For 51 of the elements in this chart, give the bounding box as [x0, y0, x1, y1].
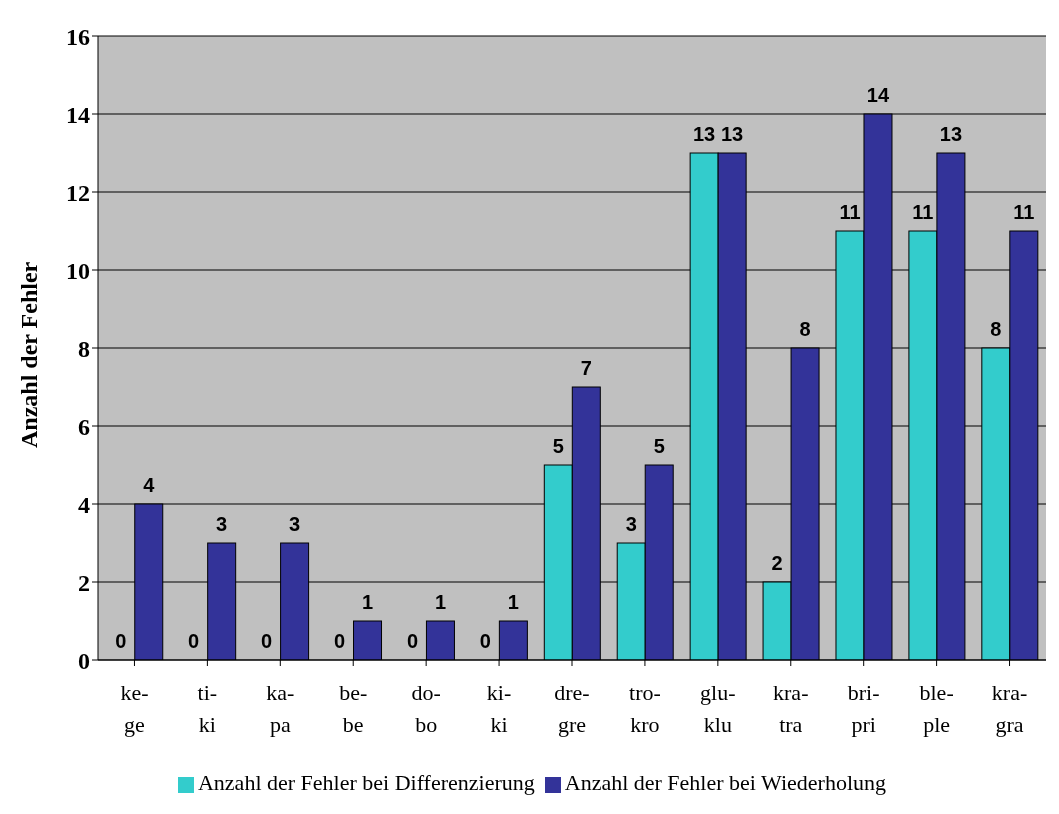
y-tick-label: 4	[78, 491, 90, 518]
x-tick-label: kra- tra	[773, 680, 809, 737]
data-label: 0	[406, 630, 419, 652]
data-label: 3	[625, 513, 637, 535]
x-tick-label: ble- ple	[919, 680, 954, 737]
x-tick-label: ka- pa	[266, 680, 295, 737]
data-label: 11	[1013, 201, 1035, 223]
data-label: 0	[115, 630, 127, 652]
data-label: 8	[990, 318, 1002, 340]
x-tick-label: do- bo	[411, 680, 441, 737]
data-label: 14	[866, 84, 890, 106]
x-tick-label: kra- gra	[991, 680, 1028, 737]
y-tick-label: 2	[78, 569, 90, 596]
legend-label: Anzahl der Fehler bei Wiederholung	[564, 770, 887, 795]
data-label: 3	[289, 513, 301, 535]
y-tick-label: 0	[78, 647, 90, 674]
y-tick-label: 6	[78, 413, 90, 440]
y-tick-label: 16	[66, 23, 90, 50]
x-tick-label: be- be	[339, 680, 368, 737]
data-label: 4	[143, 474, 156, 496]
data-label: 0	[261, 630, 273, 652]
y-tick-label: 8	[78, 335, 90, 362]
data-label: 1	[361, 591, 374, 613]
x-tick-label: ki- ki	[486, 680, 512, 737]
x-tick-label: dre- gre	[554, 680, 590, 737]
data-label: 5	[552, 435, 564, 457]
data-label: 0	[333, 630, 346, 652]
data-label: 8	[799, 318, 811, 340]
data-label: 13	[721, 123, 744, 145]
y-tick-label: 10	[66, 257, 90, 284]
legend-label: Anzahl der Fehler bei Differenzierung	[197, 770, 535, 795]
x-tick-label: ke- ge	[120, 680, 149, 737]
y-tick-label: 12	[66, 179, 90, 206]
data-label: 0	[188, 630, 200, 652]
x-tick-label: ti- ki	[197, 680, 218, 737]
x-tick-label: glu- klu	[700, 680, 736, 737]
y-tick-label: 14	[66, 101, 90, 128]
data-label: 1	[507, 591, 519, 613]
data-label: 13	[693, 123, 716, 145]
x-tick-label: tro- kro	[629, 680, 661, 737]
data-label: 5	[653, 435, 665, 457]
data-label: 1	[434, 591, 447, 613]
data-label: 2	[771, 552, 783, 574]
data-label: 11	[839, 201, 861, 223]
y-axis-title: Anzahl der Fehler	[15, 261, 42, 448]
data-label: 11	[912, 201, 934, 223]
data-label: 0	[479, 630, 491, 652]
data-label: 3	[216, 513, 228, 535]
x-tick-label: bri- pri	[847, 680, 880, 737]
data-label: 13	[939, 123, 963, 145]
data-label: 7	[580, 357, 592, 379]
